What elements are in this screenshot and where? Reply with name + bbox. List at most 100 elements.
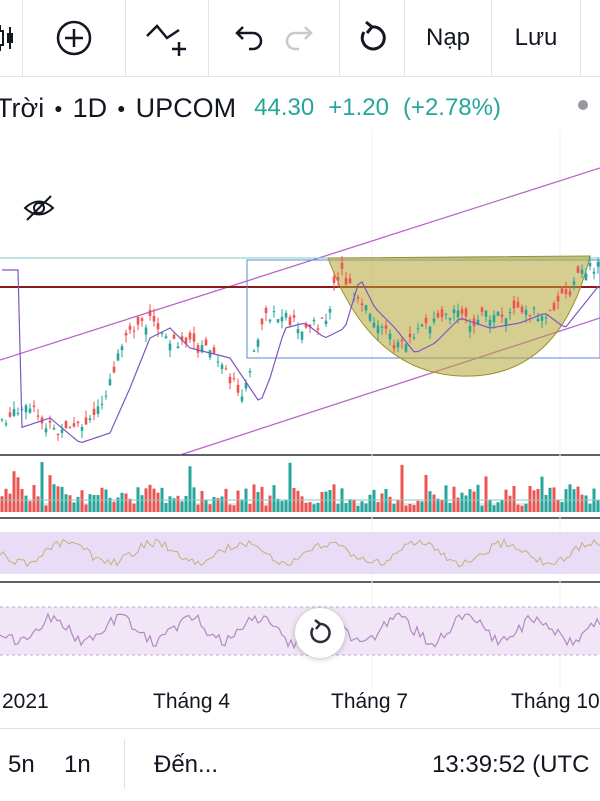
candle-body <box>240 396 244 402</box>
volume-bar <box>356 505 360 512</box>
time-axis: 2021 Tháng 4 Tháng 7 Tháng 10 <box>0 690 600 720</box>
candle-body <box>296 329 300 334</box>
candle-body <box>520 306 524 313</box>
volume-bar <box>388 496 392 512</box>
volume-bar <box>588 503 592 512</box>
undo-redo-group <box>209 0 340 76</box>
volume-bar <box>212 496 216 512</box>
candle-body <box>288 317 292 326</box>
volume-bar <box>172 498 176 512</box>
save-button[interactable]: Lưu <box>492 0 581 76</box>
candle-body <box>312 319 316 322</box>
compare-button[interactable] <box>126 0 209 76</box>
rsi-band <box>0 532 600 574</box>
more-button[interactable] <box>581 0 600 76</box>
redo-icon[interactable] <box>283 23 319 53</box>
candle-body <box>480 307 484 312</box>
volume-bar <box>296 490 300 512</box>
candle-body <box>452 309 456 314</box>
candle-body <box>268 319 272 322</box>
candle-body <box>588 263 592 267</box>
symbol-header[interactable]: Trời ● 1D ● UPCOM 44.30 +1.20 (+2.78%) <box>0 88 600 128</box>
reset-chart-button[interactable] <box>295 608 345 658</box>
load-button[interactable]: Nạp <box>405 0 492 76</box>
hide-drawings-button[interactable] <box>22 193 56 228</box>
candle-body <box>272 311 276 313</box>
candle-body <box>536 318 540 322</box>
candle-body <box>388 333 392 340</box>
volume-bar <box>440 500 444 512</box>
candle-body <box>16 412 20 414</box>
volume-bar <box>128 498 132 512</box>
add-indicator-button[interactable] <box>23 0 126 76</box>
volume-bar <box>540 476 544 512</box>
volume-bar <box>472 491 476 512</box>
candle-body <box>316 328 320 330</box>
channel-upper-line <box>0 167 600 361</box>
volume-bar <box>72 502 76 512</box>
volume-bar <box>316 502 320 512</box>
candle-body <box>132 330 136 332</box>
candle-body <box>100 403 104 405</box>
candle-body <box>564 289 568 294</box>
volume-bar <box>48 475 52 512</box>
candle-body <box>256 339 260 347</box>
candle-body <box>164 336 168 339</box>
chart-canvas[interactable] <box>0 130 600 690</box>
candle-body <box>524 310 528 315</box>
chart-type-button[interactable] <box>0 0 23 76</box>
volume-bar <box>84 504 88 512</box>
candle-body <box>456 310 460 318</box>
range-1y-button[interactable]: 1n <box>64 751 91 778</box>
candle-body <box>420 324 424 327</box>
volume-bar <box>240 499 244 512</box>
candle-body <box>212 347 216 354</box>
goto-date-button[interactable]: Đến... <box>154 751 219 778</box>
candle-body <box>360 303 364 305</box>
candle-body <box>48 420 52 423</box>
volume-bar <box>304 502 308 512</box>
volume-bar <box>400 464 404 512</box>
volume-bar <box>276 498 280 512</box>
time-label: Tháng 10 <box>511 690 600 713</box>
candle-body <box>428 326 432 334</box>
candle-body <box>300 331 304 340</box>
compare-icon <box>146 24 186 56</box>
volume-bar <box>360 501 364 512</box>
candle-body <box>252 350 256 352</box>
candle-body <box>332 276 336 284</box>
candle-body <box>500 314 504 317</box>
candle-body <box>368 314 372 321</box>
reset-icon <box>310 619 331 644</box>
candle-body <box>128 325 132 330</box>
candle-body <box>392 345 396 349</box>
volume-bar <box>364 503 368 512</box>
volume-bar <box>280 500 284 512</box>
reload-button[interactable] <box>340 0 405 76</box>
volume-bar <box>556 499 560 512</box>
candle-body <box>560 288 564 294</box>
volume-bar <box>120 492 124 512</box>
volume-bar <box>320 491 324 512</box>
candle-body <box>112 366 116 373</box>
undo-icon[interactable] <box>229 23 265 53</box>
volume-bar <box>88 494 92 512</box>
volume-bar <box>124 493 128 512</box>
candle-body <box>348 278 352 284</box>
clock-display[interactable]: 13:39:52 (UTC <box>432 751 590 778</box>
volume-bar <box>464 495 468 512</box>
volume-bar <box>324 491 328 512</box>
candle-body <box>532 308 536 310</box>
candle-body <box>84 417 88 425</box>
volume-bar <box>492 505 496 512</box>
bottom-bar: 5n 1n Đến... 13:39:52 (UTC <box>0 728 600 801</box>
volume-bar <box>428 491 432 512</box>
volume-bar <box>228 504 232 512</box>
candle-body <box>108 379 112 386</box>
volume-bar <box>268 495 272 512</box>
candle-body <box>244 382 248 389</box>
volume-bar <box>56 486 60 512</box>
volume-bar <box>12 471 16 512</box>
volume-bar <box>220 496 224 512</box>
range-5y-button[interactable]: 5n <box>8 751 35 778</box>
